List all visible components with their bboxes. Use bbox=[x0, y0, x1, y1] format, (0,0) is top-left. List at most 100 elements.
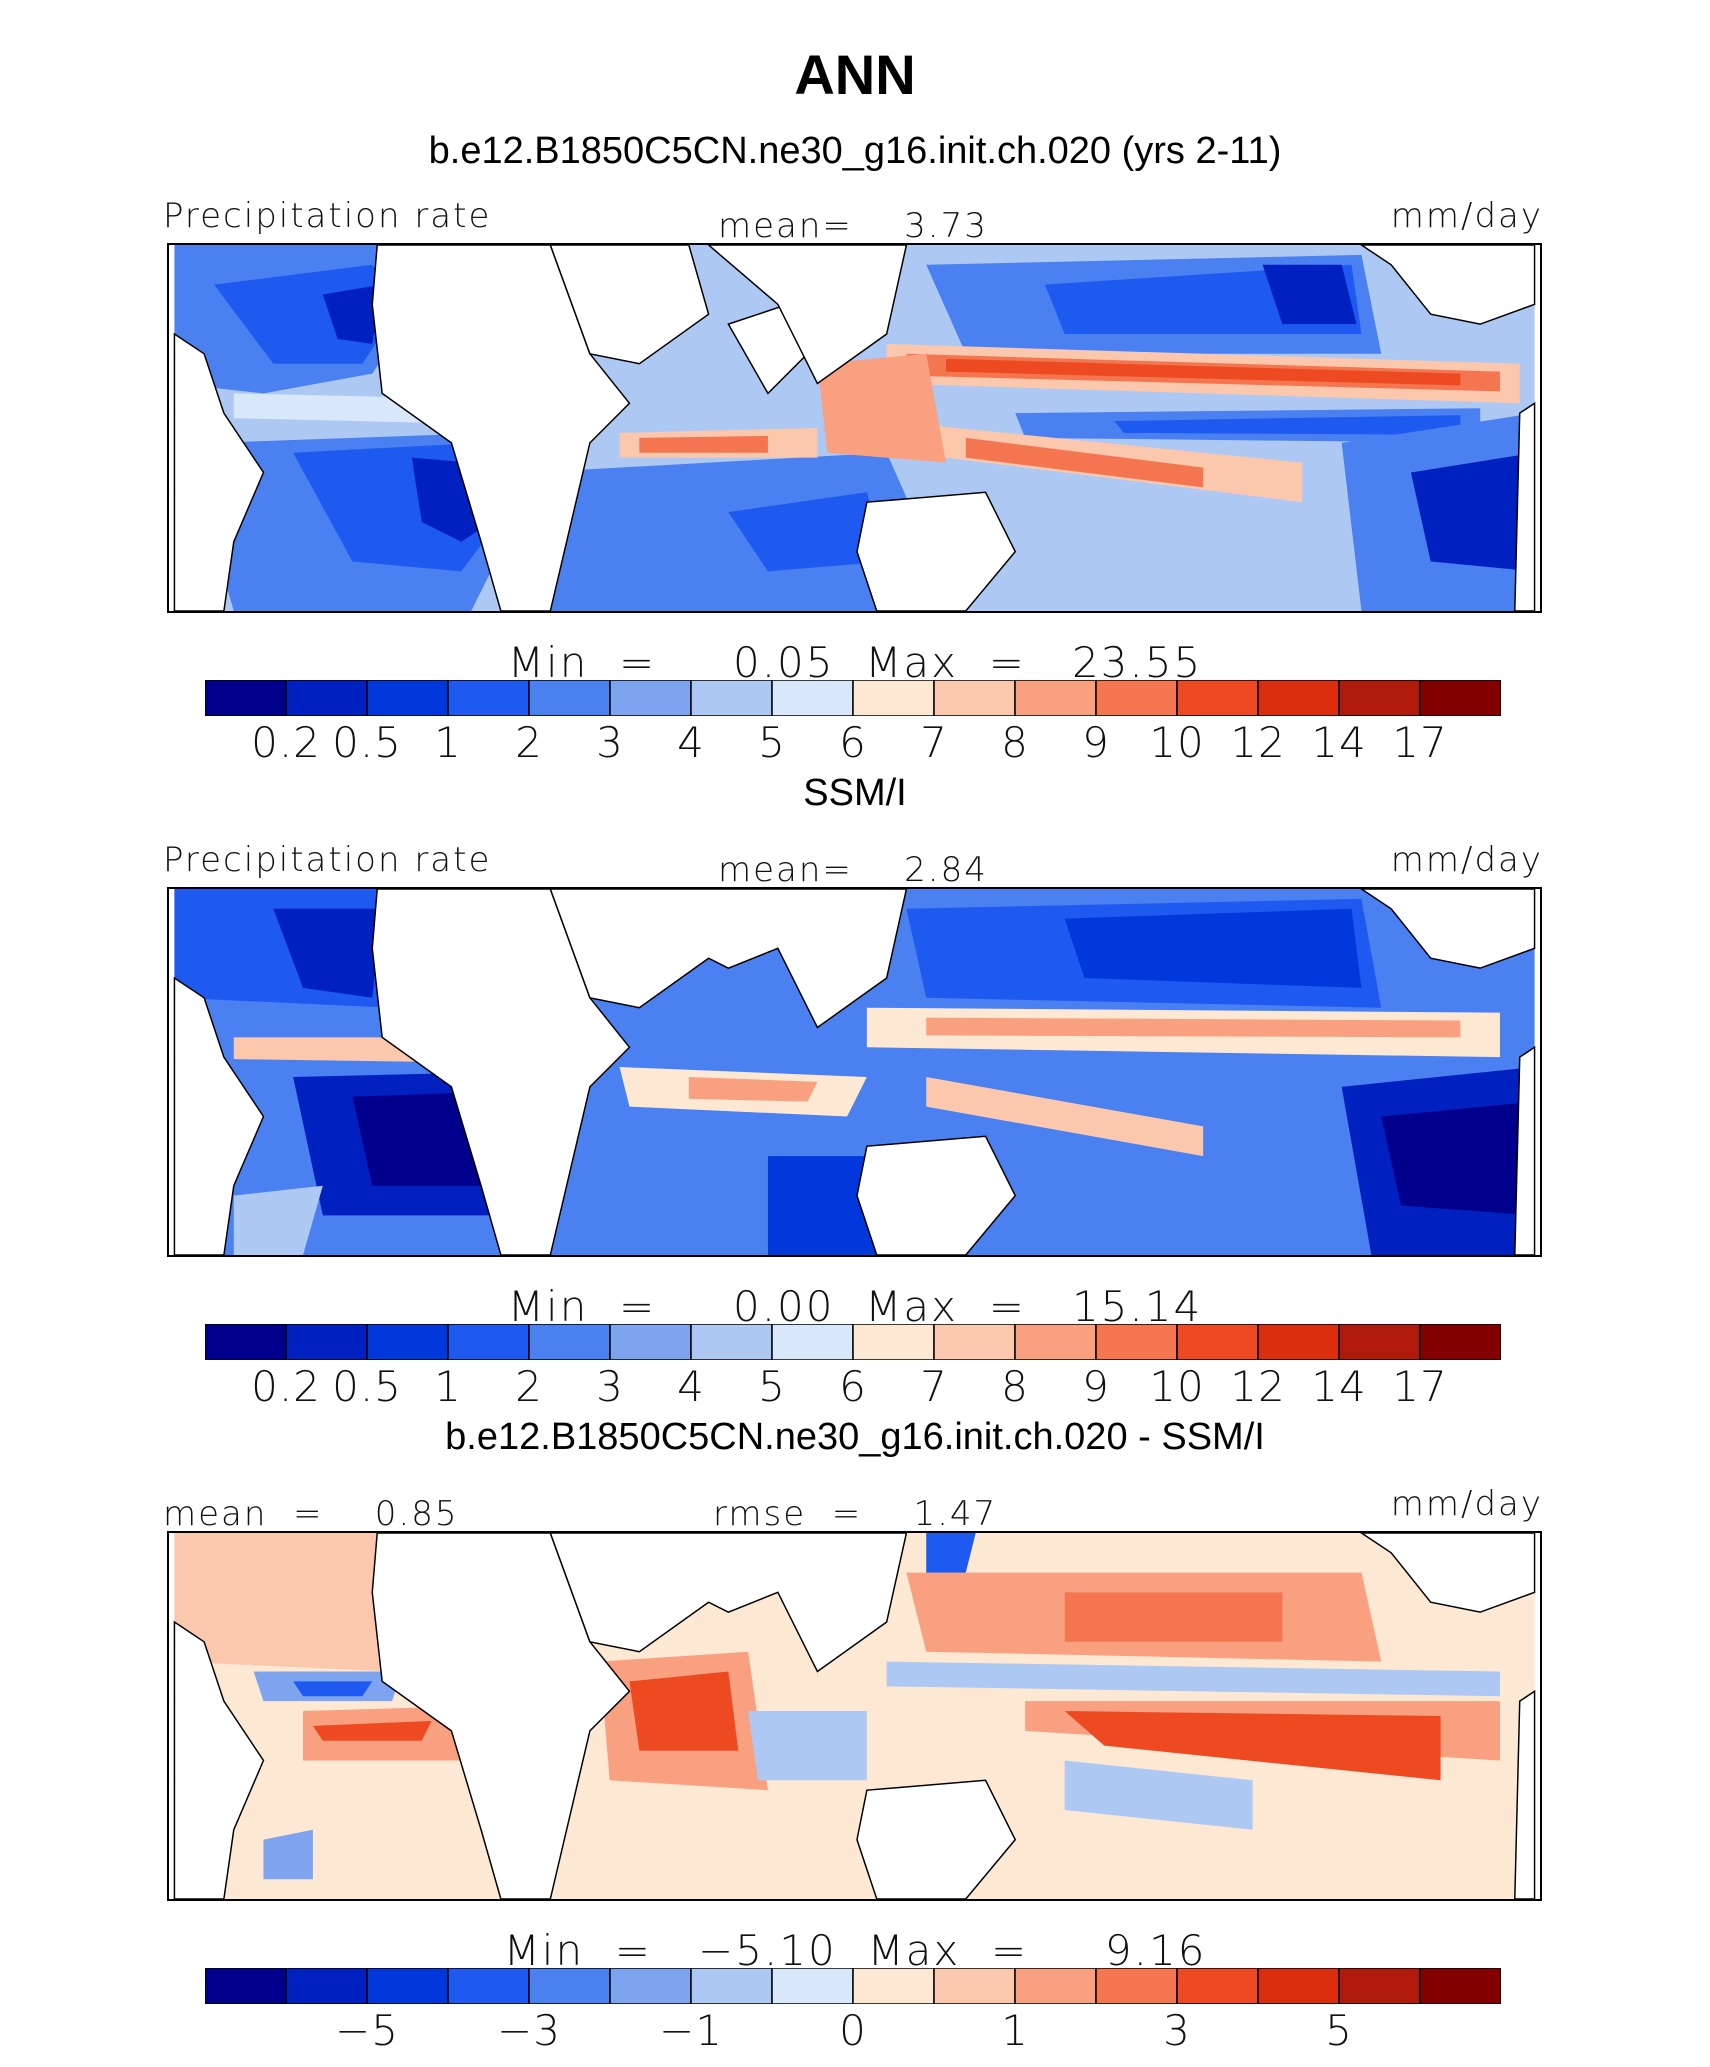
colorbar-tick-label: 8 bbox=[1001, 1362, 1029, 1411]
colorbar-swatch bbox=[690, 1324, 773, 1360]
panel1-colorbar bbox=[205, 680, 1501, 716]
colorbar-tick-label: 5 bbox=[758, 1362, 786, 1411]
colorbar-swatch bbox=[1419, 1968, 1501, 2004]
colorbar-swatch bbox=[528, 1324, 611, 1360]
colorbar-swatch bbox=[852, 1324, 935, 1360]
colorbar-swatch bbox=[852, 680, 935, 716]
colorbar-swatch bbox=[1014, 1968, 1097, 2004]
colorbar-tick-label: 8 bbox=[1001, 718, 1029, 767]
panel1-mean-label: mean= 3.73 bbox=[718, 206, 988, 246]
colorbar-tick-label: 12 bbox=[1230, 1362, 1286, 1411]
colorbar-tick-label: −3 bbox=[497, 2006, 561, 2055]
colorbar-tick-label: 10 bbox=[1149, 1362, 1205, 1411]
colorbar-swatch bbox=[1338, 1324, 1421, 1360]
colorbar-tick-label: 1 bbox=[434, 1362, 462, 1411]
colorbar-swatch bbox=[1176, 1968, 1259, 2004]
colorbar-swatch bbox=[1257, 1324, 1340, 1360]
colorbar-tick-label: 14 bbox=[1311, 1362, 1367, 1411]
colorbar-tick-label: 3 bbox=[1163, 2006, 1191, 2055]
colorbar-swatch bbox=[528, 680, 611, 716]
colorbar-swatch bbox=[933, 1968, 1016, 2004]
colorbar-tick-label: 6 bbox=[839, 718, 867, 767]
colorbar-tick-label: 3 bbox=[596, 718, 624, 767]
panel2-colorbar bbox=[205, 1324, 1501, 1360]
colorbar-swatch bbox=[1014, 1324, 1097, 1360]
panel3-colorbar-svg bbox=[205, 1968, 1501, 2004]
colorbar-tick-label: −1 bbox=[659, 2006, 723, 2055]
colorbar-swatch bbox=[771, 1968, 854, 2004]
colorbar-swatch bbox=[771, 680, 854, 716]
panel3-colorbar bbox=[205, 1968, 1501, 2004]
colorbar-swatch bbox=[609, 1968, 692, 2004]
colorbar-tick-label: 9 bbox=[1082, 1362, 1110, 1411]
panel3-units-label: mm/day bbox=[1390, 1484, 1543, 1524]
colorbar-tick-label: 4 bbox=[677, 1362, 705, 1411]
colorbar-swatch bbox=[1095, 680, 1178, 716]
panel3-map bbox=[167, 1531, 1542, 1901]
colorbar-tick-label: 10 bbox=[1149, 718, 1205, 767]
colorbar-swatch bbox=[1176, 680, 1259, 716]
colorbar-tick-label: 2 bbox=[515, 718, 543, 767]
colorbar-tick-label: 7 bbox=[920, 1362, 948, 1411]
panel2-mean-label: mean= 2.84 bbox=[718, 850, 988, 890]
colorbar-tick-label: 0.2 bbox=[251, 1362, 321, 1411]
colorbar-swatch bbox=[528, 1968, 611, 2004]
colorbar-swatch bbox=[285, 680, 368, 716]
colorbar-tick-label: 7 bbox=[920, 718, 948, 767]
colorbar-tick-label: 0.2 bbox=[251, 718, 321, 767]
colorbar-swatch bbox=[852, 1968, 935, 2004]
panel3-map-svg bbox=[173, 1533, 1536, 1899]
colorbar-tick-label: 17 bbox=[1392, 1362, 1448, 1411]
colorbar-swatch bbox=[1014, 680, 1097, 716]
colorbar-tick-label: 0.5 bbox=[332, 1362, 402, 1411]
panel3-colorbar-ticks: −5 −3 −1 0 1 3 5 bbox=[205, 2006, 1501, 2058]
colorbar-swatch bbox=[609, 680, 692, 716]
panel2-map bbox=[167, 887, 1542, 1257]
colorbar-swatch bbox=[690, 680, 773, 716]
panel2-variable-label: Precipitation rate bbox=[163, 840, 492, 880]
figure-title: ANN bbox=[794, 43, 916, 106]
colorbar-swatch bbox=[1176, 1324, 1259, 1360]
colorbar-swatch bbox=[690, 1968, 773, 2004]
colorbar-swatch bbox=[771, 1324, 854, 1360]
colorbar-tick-label: 5 bbox=[1325, 2006, 1353, 2055]
panel2-colorbar-svg bbox=[205, 1324, 1501, 1360]
panel2-title: SSM/I bbox=[803, 772, 907, 814]
colorbar-tick-label: 4 bbox=[677, 718, 705, 767]
panel2-colorbar-ticks: 0.2 0.5 1 2 3 4 5 6 7 8 9 10 12 14 17 bbox=[205, 1362, 1501, 1414]
colorbar-swatch bbox=[1419, 1324, 1501, 1360]
panel1-map bbox=[167, 243, 1542, 613]
colorbar-swatch bbox=[366, 1324, 449, 1360]
panel3-rmse-label: rmse = 1.47 bbox=[713, 1494, 998, 1534]
colorbar-swatch bbox=[447, 680, 530, 716]
colorbar-swatch bbox=[285, 1324, 368, 1360]
colorbar-swatch bbox=[1257, 1968, 1340, 2004]
panel1-variable-label: Precipitation rate bbox=[163, 196, 492, 236]
colorbar-tick-label: 12 bbox=[1230, 718, 1286, 767]
colorbar-tick-label: 6 bbox=[839, 1362, 867, 1411]
colorbar-swatch bbox=[1419, 680, 1501, 716]
colorbar-swatch bbox=[1338, 1968, 1421, 2004]
colorbar-tick-label: 5 bbox=[758, 718, 786, 767]
colorbar-swatch bbox=[1257, 680, 1340, 716]
panel3-mean-label: mean = 0.85 bbox=[163, 1494, 459, 1534]
colorbar-tick-label: 17 bbox=[1392, 718, 1448, 767]
panel1-colorbar-svg bbox=[205, 680, 1501, 716]
colorbar-swatch bbox=[205, 1324, 287, 1360]
panel2-map-svg bbox=[173, 889, 1536, 1255]
colorbar-tick-label: 1 bbox=[434, 718, 462, 767]
colorbar-tick-label: 1 bbox=[1001, 2006, 1029, 2055]
colorbar-swatch bbox=[1338, 680, 1421, 716]
colorbar-swatch bbox=[933, 1324, 1016, 1360]
colorbar-tick-label: −5 bbox=[335, 2006, 399, 2055]
panel1-units-label: mm/day bbox=[1390, 196, 1543, 236]
colorbar-swatch bbox=[447, 1324, 530, 1360]
colorbar-tick-label: 14 bbox=[1311, 718, 1367, 767]
colorbar-swatch bbox=[609, 1324, 692, 1360]
panel1-colorbar-ticks: 0.2 0.5 1 2 3 4 5 6 7 8 9 10 12 14 17 bbox=[205, 718, 1501, 770]
colorbar-tick-label: 2 bbox=[515, 1362, 543, 1411]
panel3-title: b.e12.B1850C5CN.ne30_g16.init.ch.020 - S… bbox=[445, 1416, 1265, 1458]
panel2-min-max: Min = 0.00 Max = 15.14 bbox=[507, 1282, 1203, 1331]
panel1-title: b.e12.B1850C5CN.ne30_g16.init.ch.020 (yr… bbox=[428, 130, 1282, 172]
panel1-map-svg bbox=[173, 245, 1536, 611]
